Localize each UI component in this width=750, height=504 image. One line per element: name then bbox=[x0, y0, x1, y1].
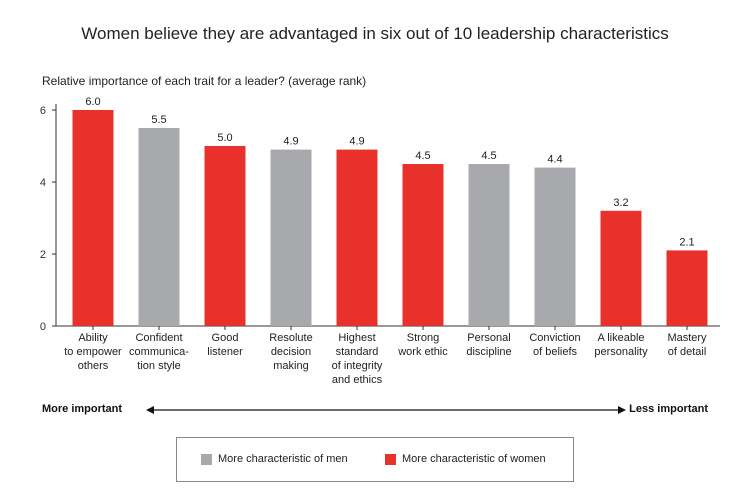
category-label-line: Resolute bbox=[269, 332, 313, 344]
category-label-line: standard bbox=[335, 346, 379, 358]
category-label-line: Highest bbox=[338, 332, 376, 344]
category-label-line: of integrity bbox=[331, 360, 383, 372]
y-tick-label: 0 bbox=[40, 321, 46, 333]
category-label-line: listener bbox=[207, 346, 243, 358]
category-label: Conviction of beliefs bbox=[517, 331, 593, 359]
arrow-right-icon bbox=[618, 406, 626, 414]
value-label: 4.9 bbox=[349, 136, 364, 148]
y-tick-label: 4 bbox=[40, 177, 46, 189]
less-important-label: Less important bbox=[629, 403, 708, 415]
bar-9 bbox=[600, 210, 642, 326]
category-label-line: of beliefs bbox=[532, 346, 578, 358]
category-label: A likeable personality bbox=[583, 331, 659, 359]
legend-label-men: More characteristic of men bbox=[218, 453, 348, 465]
value-label: 3.2 bbox=[613, 197, 628, 209]
category-label-line: others bbox=[77, 360, 109, 372]
bar-chart: 0 2 4 6 6.0 5.5 5.0 4.9 4.9 4.5 4.5 4.4 3.2 2.1 bbox=[40, 96, 720, 414]
value-label: 5.5 bbox=[151, 114, 166, 126]
bar-7 bbox=[468, 164, 510, 326]
category-label: Confident communica-tion style bbox=[121, 331, 197, 373]
category-label-line: and ethics bbox=[331, 374, 383, 386]
category-label-line: to empower bbox=[64, 346, 122, 358]
bar-4 bbox=[270, 149, 312, 326]
value-label: 4.4 bbox=[547, 154, 562, 166]
legend: More characteristic of men More characte… bbox=[176, 437, 574, 482]
category-label-line: Strong bbox=[406, 332, 440, 344]
category-label: Highest standard of integrity and ethics bbox=[319, 331, 395, 387]
value-label: 4.5 bbox=[481, 150, 496, 162]
category-label-line: decision bbox=[270, 346, 312, 358]
category-label-line: of detail bbox=[667, 346, 707, 358]
category-label-line: A likeable bbox=[597, 332, 645, 344]
arrow-left-icon bbox=[146, 406, 154, 414]
bar-2 bbox=[138, 128, 180, 326]
value-label: 5.0 bbox=[217, 132, 232, 144]
legend-item-men: More characteristic of men bbox=[201, 453, 348, 465]
value-label: 6.0 bbox=[85, 96, 100, 108]
category-label-line: Personal bbox=[467, 332, 511, 344]
legend-item-women: More characteristic of women bbox=[385, 453, 546, 465]
category-label-line: discipline bbox=[466, 346, 512, 358]
category-label-line: Mastery bbox=[667, 332, 707, 344]
category-label: Resolute decision making bbox=[253, 331, 329, 373]
category-label-line: Ability bbox=[78, 332, 108, 344]
value-label: 2.1 bbox=[679, 236, 694, 248]
y-tick-label: 2 bbox=[40, 249, 46, 261]
category-label: Personal discipline bbox=[451, 331, 527, 359]
category-label: Mastery of detail bbox=[649, 331, 725, 359]
legend-swatch-women bbox=[385, 453, 396, 465]
category-label-line: work ethic bbox=[398, 346, 448, 358]
category-label: Strong work ethic bbox=[385, 331, 461, 359]
category-label-line: Conviction bbox=[529, 332, 581, 344]
bar-6 bbox=[402, 164, 444, 326]
bar-8 bbox=[534, 167, 576, 326]
bar-5 bbox=[336, 149, 378, 326]
category-label-line: communica- bbox=[129, 346, 189, 358]
category-label: Good listener bbox=[187, 331, 263, 359]
legend-label-women: More characteristic of women bbox=[402, 453, 546, 465]
category-label-line: personality bbox=[594, 346, 648, 358]
category-label-line: tion style bbox=[137, 360, 181, 372]
category-label: Ability to empower others bbox=[55, 331, 131, 373]
category-label-line: Good bbox=[211, 332, 239, 344]
category-label-line: Confident bbox=[135, 332, 183, 344]
chart-subtitle: Relative importance of each trait for a … bbox=[42, 74, 367, 88]
category-label-line: making bbox=[273, 360, 309, 372]
y-tick-label: 6 bbox=[40, 105, 46, 117]
legend-swatch-men bbox=[201, 453, 212, 465]
bar-1 bbox=[72, 110, 114, 326]
more-important-label: More important bbox=[42, 403, 123, 415]
value-label: 4.9 bbox=[283, 136, 298, 148]
value-label: 4.5 bbox=[415, 150, 430, 162]
chart-title: Women believe they are advantaged in six… bbox=[81, 24, 669, 43]
bar-3 bbox=[204, 146, 246, 326]
bar-10 bbox=[666, 250, 708, 326]
